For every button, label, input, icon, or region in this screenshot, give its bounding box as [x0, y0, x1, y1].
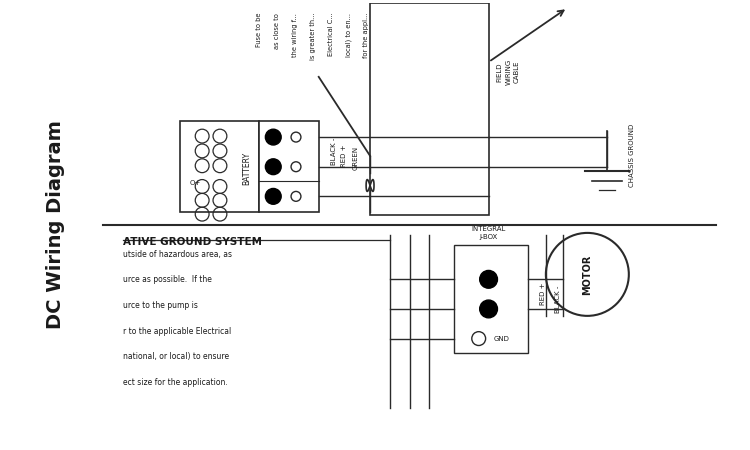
- Text: O+: O+: [190, 180, 201, 185]
- Text: GREEN: GREEN: [352, 146, 358, 170]
- Text: is greater th...: is greater th...: [310, 13, 316, 60]
- Circle shape: [480, 300, 497, 318]
- Bar: [370, 3, 488, 215]
- Circle shape: [266, 189, 281, 204]
- Bar: [181, 122, 260, 212]
- Text: ATIVE GROUND SYSTEM: ATIVE GROUND SYSTEM: [123, 237, 262, 247]
- Text: Electrical C...: Electrical C...: [328, 13, 334, 56]
- Text: DC Wiring Diagram: DC Wiring Diagram: [46, 121, 65, 329]
- Text: r to the applicable Electrical: r to the applicable Electrical: [123, 327, 232, 336]
- Text: BATTERY: BATTERY: [242, 152, 251, 185]
- Text: CHASSIS GROUND: CHASSIS GROUND: [628, 124, 634, 188]
- Text: INTEGRAL
J-BOX: INTEGRAL J-BOX: [472, 226, 506, 240]
- Text: Fuse to be: Fuse to be: [256, 13, 262, 47]
- Text: national, or local) to ensure: national, or local) to ensure: [123, 352, 230, 361]
- Text: utside of hazardous area, as: utside of hazardous area, as: [123, 250, 232, 259]
- Text: RED +: RED +: [540, 283, 546, 306]
- Text: ect size for the application.: ect size for the application.: [123, 378, 228, 387]
- Text: GND: GND: [494, 336, 509, 342]
- Text: RED +: RED +: [341, 144, 347, 167]
- Text: BLACK -: BLACK -: [555, 285, 561, 313]
- Text: urce as possible.  If the: urce as possible. If the: [123, 275, 212, 284]
- Text: for the appl...: for the appl...: [363, 13, 369, 58]
- Text: urce to the pump is: urce to the pump is: [123, 301, 198, 310]
- Circle shape: [266, 129, 281, 145]
- Text: as close to: as close to: [274, 13, 280, 49]
- Circle shape: [480, 270, 497, 288]
- Text: FIELD
WIRING
CABLE: FIELD WIRING CABLE: [496, 59, 520, 85]
- Circle shape: [266, 159, 281, 175]
- Bar: [454, 245, 528, 353]
- Text: MOTOR: MOTOR: [582, 254, 592, 295]
- Bar: [260, 122, 319, 212]
- Text: BLACK -: BLACK -: [331, 137, 337, 165]
- Text: local) to en...: local) to en...: [345, 13, 352, 57]
- Text: the wiring f...: the wiring f...: [292, 13, 298, 57]
